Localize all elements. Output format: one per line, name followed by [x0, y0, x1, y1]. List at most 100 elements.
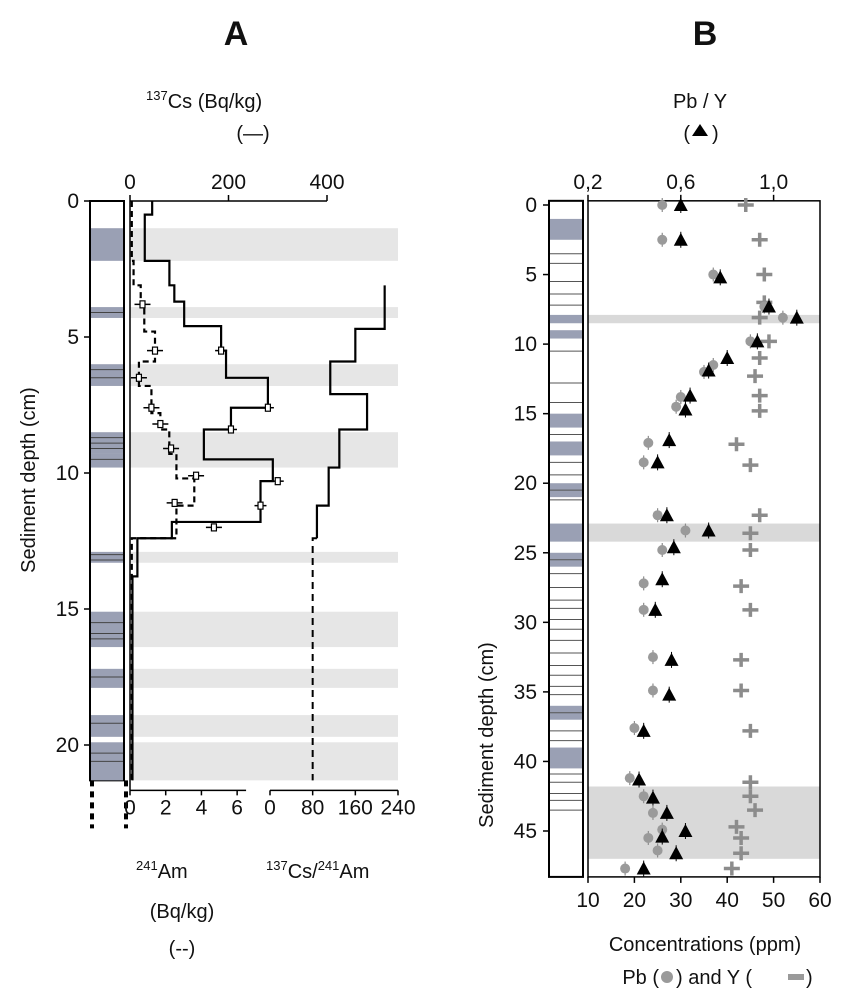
b-depth-tick-label: 45 — [514, 820, 537, 843]
y-point — [756, 267, 773, 282]
y-point — [751, 388, 768, 403]
b-depth-tick-label: 35 — [514, 681, 537, 704]
y-point — [747, 803, 764, 818]
lithology-layer — [550, 218, 582, 240]
cs137-profile-line — [131, 201, 274, 781]
am241-point — [157, 419, 164, 429]
conc-axis-label: Concentrations (ppm) — [609, 934, 801, 956]
pby-point — [678, 824, 693, 837]
b-depth-tick-label: 30 — [514, 611, 537, 634]
y-point — [742, 542, 759, 557]
pby-point — [664, 652, 679, 666]
am241-point — [148, 403, 155, 412]
svg-text:137Cs (Bq/kg): 137Cs (Bq/kg) — [146, 88, 262, 113]
conc-tick-label: 10 — [576, 889, 599, 912]
y-point — [751, 351, 768, 366]
shade-band — [130, 453, 398, 468]
cs-legend-symbol: (—) — [236, 123, 269, 145]
ratio-label1: Cs/ — [288, 861, 318, 883]
pby-point — [678, 402, 693, 416]
pb-point — [638, 578, 649, 589]
pby-point — [650, 455, 665, 469]
shade-band — [130, 307, 398, 318]
svg-text:137Cs/241Am: 137Cs/241Am — [266, 858, 369, 883]
y-point — [733, 846, 750, 861]
pby-point — [659, 805, 674, 819]
pb-point — [647, 807, 658, 818]
y-point — [742, 526, 759, 541]
panel-b-title: B — [693, 15, 718, 53]
a-depth-tick-label: 20 — [56, 734, 79, 757]
lithology-layer — [91, 715, 123, 737]
shade-band — [130, 364, 398, 386]
conc-tick-label: 20 — [623, 889, 646, 912]
am241-point — [210, 523, 218, 532]
shade-band — [588, 314, 820, 324]
legend-mid-text: ) and Y ( — [676, 967, 752, 989]
lithology-layer — [91, 228, 123, 261]
shade-band — [130, 715, 398, 737]
pb-point — [638, 604, 649, 615]
conc-tick-label: 60 — [808, 889, 831, 912]
lithology-column — [89, 200, 125, 782]
pby-point — [701, 523, 716, 537]
y-point — [742, 602, 759, 617]
b-depth-tick-label: 0 — [525, 194, 537, 217]
pby-point — [636, 723, 651, 737]
pby-point — [683, 388, 698, 402]
pby-label: Pb / Y — [673, 91, 727, 113]
am-unit: (Bq/kg) — [150, 901, 214, 923]
pby-point — [713, 270, 728, 284]
am241-point — [151, 346, 159, 355]
pb-point — [638, 791, 649, 802]
pb-point — [708, 359, 719, 370]
pby-point — [720, 351, 735, 365]
y-point — [728, 819, 745, 834]
y-point — [733, 683, 750, 698]
lithology-layer — [91, 668, 123, 688]
ratio-profile-line — [315, 285, 386, 539]
shade-band — [130, 668, 398, 688]
panel-a-y-axis-label: Sediment depth (cm) — [18, 387, 40, 573]
am-tick-label: 4 — [196, 796, 208, 819]
y-point — [733, 830, 750, 845]
pby-point — [648, 602, 663, 616]
b-plot-frame — [587, 200, 821, 878]
b-depth-tick-label: 20 — [514, 472, 537, 495]
pby-tick-label: 0,6 — [666, 171, 695, 194]
lithology-layer — [550, 314, 582, 324]
a-depth-tick-label: 15 — [56, 598, 79, 621]
cs137-point — [264, 403, 271, 412]
y-point — [742, 723, 759, 738]
lithology-layer — [550, 413, 582, 428]
shade-band — [130, 742, 398, 781]
panel-a-top-axis-title: 137Cs (Bq/kg) (—) — [146, 88, 270, 145]
conc-legend: Pb ( ) and Y ( ) — [622, 967, 812, 989]
y-point — [742, 458, 759, 473]
cs137-point — [274, 477, 281, 486]
lithology-layer — [550, 747, 582, 769]
pb-legend-icon — [661, 971, 673, 983]
ratio-sup1: 137 — [266, 858, 288, 873]
y-point — [742, 775, 759, 790]
lithology-layer — [550, 441, 582, 456]
panel-b-top-axis-title: Pb / Y ( ) — [673, 91, 727, 145]
am-axis-title: 241Am (Bq/kg) (--) — [136, 858, 214, 960]
y-point — [728, 437, 745, 452]
legend-pb-text: Pb ( — [622, 967, 659, 989]
pby-point — [662, 433, 677, 447]
am241-point — [192, 471, 200, 480]
y-point — [737, 198, 754, 212]
am241-profile-line — [130, 201, 196, 781]
pb-point — [671, 401, 682, 412]
a-depth-tick-label: 5 — [67, 326, 79, 349]
am241-point — [171, 498, 178, 508]
ratio-label2: Am — [339, 861, 369, 883]
b-depth-tick-label: 15 — [514, 403, 537, 426]
ratio-profile-tail — [311, 537, 317, 781]
pb-point — [629, 723, 640, 734]
cs-tick-label: 200 — [211, 171, 246, 194]
pby-point — [655, 572, 670, 586]
lithology-layer — [91, 611, 123, 648]
